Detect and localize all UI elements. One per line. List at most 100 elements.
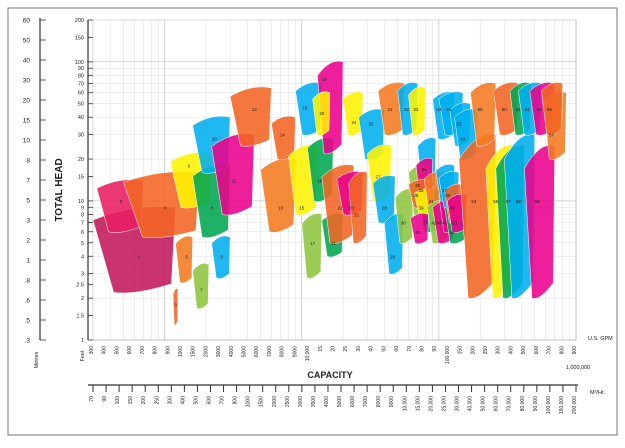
metres-tick-label: .5: [25, 318, 31, 325]
m3h-tick-label: 100,000: [546, 396, 552, 414]
m3h-tick-label: 150: [128, 396, 134, 405]
head-tick-label: 200: [75, 18, 84, 24]
metres-tick-label: 2: [26, 238, 30, 245]
pump-region-label: 26: [369, 122, 375, 127]
m3h-tick-label: 70: [89, 396, 95, 402]
head-tick-label: 70: [78, 81, 84, 87]
pump-region-label: 3: [174, 302, 177, 307]
metres-tick-label: 8: [26, 158, 30, 165]
pump-region-12: [229, 86, 272, 147]
metres-tick-label: 15: [23, 118, 31, 125]
m3h-tick-label: 250: [154, 396, 160, 405]
pump-region-17: [301, 213, 323, 279]
pump-region-label: 39: [418, 205, 424, 210]
m3h-tick-label: 150,000: [559, 396, 565, 414]
pump-region-label: 52: [456, 122, 462, 127]
usgpm-tick-label: 9000: [292, 346, 298, 357]
metres-tick-label: 50: [23, 38, 31, 45]
pump-region-label: 15: [299, 205, 305, 210]
pump-region-label: 46: [450, 230, 456, 235]
usgpm-tick-label: 600: [127, 346, 133, 355]
m3h-tick-label: 400: [180, 396, 186, 405]
pump-region-label: 50: [452, 220, 458, 225]
m3h-tick-label: 20,000: [428, 396, 434, 412]
metres-tick-label: 10: [23, 138, 31, 145]
usgpm-tick-label: 15: [318, 346, 324, 352]
y-axis-label: TOTAL HEAD: [54, 158, 65, 221]
pump-region-label: 23: [349, 205, 355, 210]
pump-region-7: [192, 262, 210, 310]
pump-region-label: 63: [537, 107, 543, 112]
pump-region-label: 18: [317, 179, 323, 184]
m3h-tick-label: 80,000: [520, 396, 526, 412]
head-tick-label: 30: [78, 133, 84, 139]
usgpm-tick-label: 300: [496, 346, 502, 355]
pump-region-25: [348, 171, 368, 244]
m3h-tick-label: 1000: [246, 396, 252, 407]
metres-tick-label: 7: [26, 178, 30, 185]
pump-region-label: 49: [450, 205, 456, 210]
pump-region-label: 54: [471, 199, 477, 204]
pump-region-label: 2: [120, 199, 123, 204]
pump-region-33: [408, 86, 426, 136]
pump-region-label: 48: [445, 193, 451, 198]
usgpm-label: U.S. GPM: [588, 336, 613, 342]
head-tick-label: 150: [75, 35, 84, 41]
usgpm-tick-label: 400: [508, 346, 514, 355]
pump-region-5: [175, 235, 193, 284]
pump-region-label: 37: [423, 220, 429, 225]
pump-region-label: 34: [422, 167, 428, 172]
m3h-tick-label: 30,000: [455, 396, 461, 412]
pump-region-11: [211, 133, 255, 216]
usgpm-tick-label: 90: [432, 346, 438, 352]
head-tick-label: 6: [81, 230, 84, 236]
head-tick-label: 50: [78, 102, 84, 108]
m3h-tick-label: 300: [167, 396, 173, 405]
head-tick-label: 40: [78, 115, 84, 121]
head-tick-label: 7: [81, 220, 84, 226]
pump-region-label: 53: [461, 137, 467, 142]
m3h-tick-label: 3500: [311, 396, 317, 407]
pump-region-label: 12: [252, 107, 258, 112]
usgpm-tick-label: 50: [381, 346, 387, 352]
usgpm-tick-label: 6000: [254, 346, 260, 357]
pump-region-label: 22: [338, 205, 344, 210]
head-tick-label: 10: [78, 199, 84, 205]
pump-region-label: 21: [331, 241, 337, 246]
m3h-tick-label: 6000: [350, 396, 356, 407]
head-tick-label: 2.5: [76, 283, 84, 289]
pump-region-label: 10: [212, 137, 218, 142]
usgpm-tick-label: 30: [356, 346, 362, 352]
feet-label: Feet: [80, 350, 86, 361]
m3h-tick-label: 600: [206, 396, 212, 405]
m3h-axis-ticks: 70 90 100 150 200 250 300 400 500 600 700 800 1000 15…: [89, 385, 578, 414]
pump-region-label: 4: [163, 205, 166, 210]
usgpm-tick-label: 4000: [229, 346, 235, 357]
pump-region-label: 42: [431, 220, 437, 225]
m3h-tick-label: 8000: [376, 396, 382, 407]
pump-region-label: 57: [506, 199, 512, 204]
metres-tick-label: 40: [23, 58, 31, 65]
pump-region-9: [211, 235, 231, 279]
pump-region-label: 58: [516, 199, 522, 204]
metres-tick-label: 3: [26, 218, 30, 225]
usgpm-tick-label: 800: [559, 346, 565, 355]
pump-region-label: 14: [280, 133, 286, 138]
pump-region-label: 65: [547, 107, 553, 112]
m3h-tick-label: 2000: [272, 396, 278, 407]
pump-region-40: [410, 212, 429, 245]
head-tick-label: 100: [75, 60, 84, 66]
m3h-tick-label: 90: [102, 396, 108, 402]
usgpm-tick-label: 900: [572, 346, 578, 355]
pump-region-label: 61: [516, 107, 522, 112]
pump-region-label: 64: [549, 133, 555, 138]
usgpm-tick-label: 3000: [216, 346, 222, 357]
pump-region-55: [470, 82, 497, 147]
usgpm-tick-label: 2000: [203, 346, 209, 357]
m3h-tick-label: 200: [141, 396, 147, 405]
usgpm-tick-label: 600: [534, 346, 540, 355]
m3h-tick-label: 5000: [337, 396, 343, 407]
